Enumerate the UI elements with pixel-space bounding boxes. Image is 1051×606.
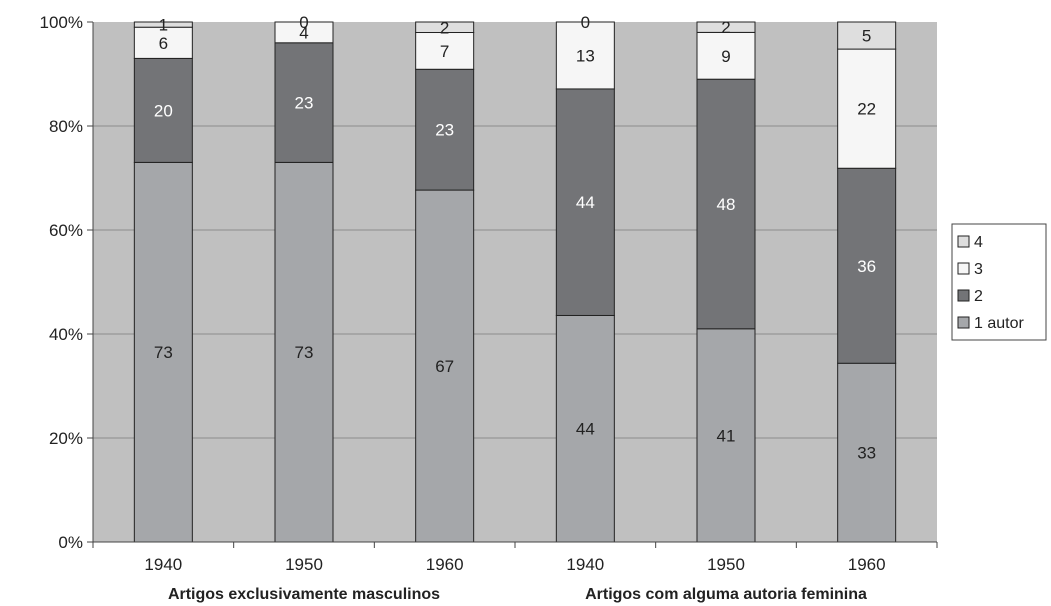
x-tick-label: 1950 <box>285 555 323 574</box>
bar-segment <box>274 21 334 44</box>
x-tick-label: 1940 <box>144 555 182 574</box>
bar-segment <box>133 21 193 28</box>
group-label: Artigos exclusivamente masculinos <box>168 586 440 603</box>
bar-segment <box>837 167 897 364</box>
bar-segment <box>696 21 756 33</box>
bar-segment <box>133 57 193 163</box>
data-label: 36 <box>857 257 876 276</box>
bar-segment <box>133 161 193 543</box>
bar-segment <box>555 314 615 543</box>
y-tick-label: 60% <box>49 221 83 240</box>
y-tick-label: 40% <box>49 325 83 344</box>
group-label: Artigos com alguma autoria feminina <box>585 586 867 603</box>
x-tick-label: 1950 <box>707 555 745 574</box>
legend-swatch <box>957 289 970 302</box>
data-label: 0 <box>299 13 308 32</box>
x-axis: 1940 1950 1960 1940 1950 1960 Artigos exclusiv… <box>92 541 938 603</box>
data-label: 20 <box>154 101 173 120</box>
data-label: 4 <box>299 23 308 42</box>
data-label: 23 <box>295 94 314 113</box>
data-label: 41 <box>717 426 736 445</box>
data-label: 2 <box>440 18 449 37</box>
data-label: 6 <box>159 34 168 53</box>
bar-segment <box>415 68 475 191</box>
data-label: 13 <box>576 46 595 65</box>
legend-label: 3 <box>974 261 983 278</box>
legend-label: 4 <box>974 234 983 251</box>
y-tick-label: 100% <box>40 13 83 32</box>
legend-swatch <box>957 262 970 275</box>
data-label: 44 <box>576 193 595 212</box>
gridlines <box>93 125 937 439</box>
data-label: 23 <box>435 121 454 140</box>
data-label: 0 <box>581 13 590 32</box>
data-label: 2 <box>721 18 730 37</box>
y-tick-label: 80% <box>49 117 83 136</box>
data-label: 44 <box>576 420 595 439</box>
bar-segment <box>696 328 756 543</box>
bar-segment <box>837 48 897 169</box>
bar-segment <box>696 78 756 330</box>
bar-segment <box>415 32 475 70</box>
y-axis: 0% 20% 40% 60% 80% 100% <box>40 13 94 552</box>
data-label: 1 <box>159 16 168 35</box>
bar-segment <box>415 21 475 34</box>
data-label: 73 <box>154 343 173 362</box>
data-label: 48 <box>717 195 736 214</box>
data-label: 73 <box>295 343 314 362</box>
data-label: 33 <box>857 444 876 463</box>
legend-label: 1 autor <box>974 315 1024 332</box>
bar-segment <box>274 42 334 163</box>
legend-swatch <box>957 235 970 248</box>
bar-segment <box>696 31 756 80</box>
x-tick-label: 1960 <box>848 555 886 574</box>
y-tick-label: 0% <box>58 533 83 552</box>
data-label: 9 <box>721 47 730 66</box>
bar-segment <box>837 21 897 50</box>
plot-area <box>93 22 937 542</box>
data-label: 7 <box>440 42 449 61</box>
data-label: 67 <box>435 357 454 376</box>
data-label: 5 <box>862 27 871 46</box>
data-label: 22 <box>857 100 876 119</box>
x-tick-label: 1940 <box>566 555 604 574</box>
y-tick-label: 20% <box>49 429 83 448</box>
legend-label: 2 <box>974 288 983 305</box>
legend-swatch <box>957 316 970 329</box>
bar-segment <box>555 21 615 90</box>
bar-segment <box>415 189 475 543</box>
bar-segment <box>555 88 615 316</box>
legend: 4 3 2 1 autor <box>951 223 1047 341</box>
x-tick-label: 1960 <box>426 555 464 574</box>
